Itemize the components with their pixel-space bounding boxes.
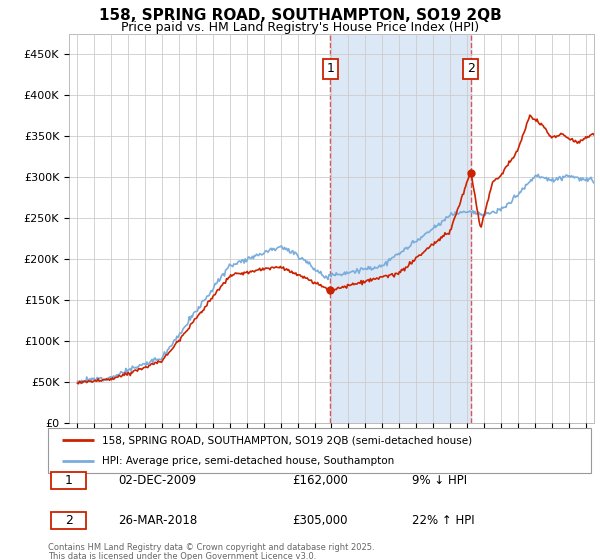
Text: 26-MAR-2018: 26-MAR-2018: [119, 514, 198, 528]
FancyBboxPatch shape: [51, 472, 86, 489]
Bar: [330, 34, 471, 423]
Text: 22% ↑ HPI: 22% ↑ HPI: [412, 514, 475, 528]
Text: 1: 1: [65, 474, 73, 487]
Text: 158, SPRING ROAD, SOUTHAMPTON, SO19 2QB (semi-detached house): 158, SPRING ROAD, SOUTHAMPTON, SO19 2QB …: [103, 436, 472, 446]
Text: HPI: Average price, semi-detached house, Southampton: HPI: Average price, semi-detached house,…: [103, 456, 395, 466]
FancyBboxPatch shape: [51, 512, 86, 529]
Text: Price paid vs. HM Land Registry's House Price Index (HPI): Price paid vs. HM Land Registry's House …: [121, 21, 479, 34]
Text: 158, SPRING ROAD, SOUTHAMPTON, SO19 2QB: 158, SPRING ROAD, SOUTHAMPTON, SO19 2QB: [98, 8, 502, 24]
Text: £162,000: £162,000: [292, 474, 348, 487]
Text: £305,000: £305,000: [292, 514, 348, 528]
Text: 2: 2: [467, 62, 475, 76]
Text: 02-DEC-2009: 02-DEC-2009: [119, 474, 197, 487]
Text: 9% ↓ HPI: 9% ↓ HPI: [412, 474, 467, 487]
Text: 1: 1: [326, 62, 334, 76]
FancyBboxPatch shape: [48, 428, 591, 473]
Text: Contains HM Land Registry data © Crown copyright and database right 2025.: Contains HM Land Registry data © Crown c…: [48, 543, 374, 552]
Text: This data is licensed under the Open Government Licence v3.0.: This data is licensed under the Open Gov…: [48, 552, 316, 560]
Text: 2: 2: [65, 514, 73, 528]
